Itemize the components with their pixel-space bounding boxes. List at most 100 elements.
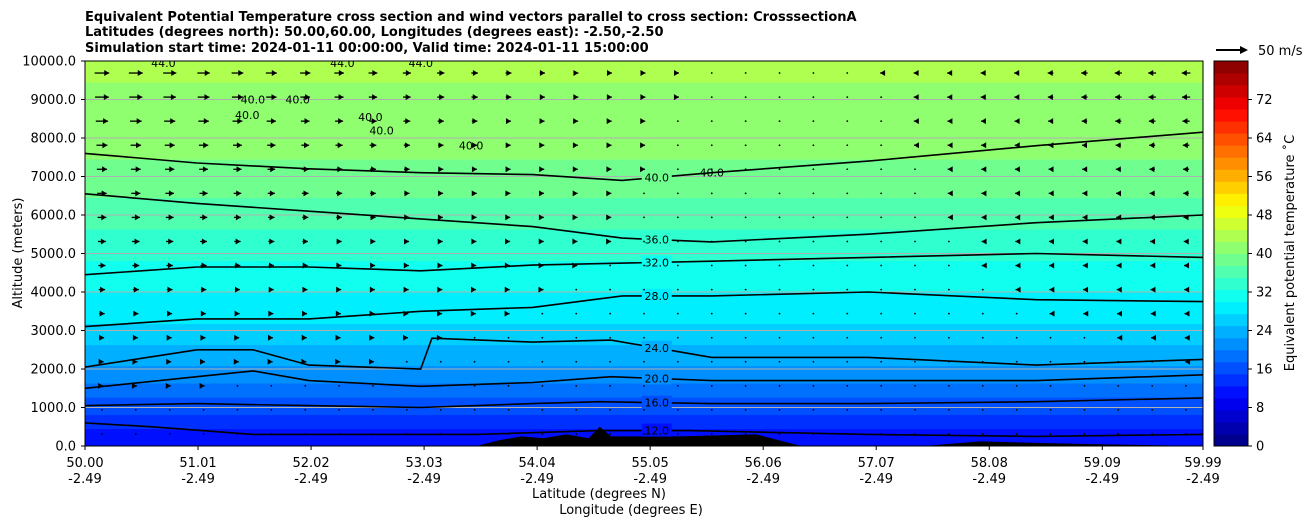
wind-vector xyxy=(778,288,781,291)
wind-vector-head xyxy=(270,166,276,173)
wind-vector-head xyxy=(980,94,986,101)
wind-vector-head xyxy=(1183,238,1189,245)
field-band xyxy=(85,411,1203,416)
wind-vector-head xyxy=(236,142,242,149)
wind-vector xyxy=(880,192,883,195)
contour-label-40: 40.0 xyxy=(699,167,724,180)
wind-vector-head xyxy=(1117,334,1123,341)
wind-vector xyxy=(541,409,544,411)
contour-label: 12.0 xyxy=(645,425,670,438)
wind-vector-head xyxy=(1015,262,1021,269)
title-line-1: Equivalent Potential Temperature cross s… xyxy=(85,10,857,25)
wind-vector-head xyxy=(1115,190,1121,197)
wind-vector xyxy=(101,433,103,435)
wind-vector xyxy=(676,433,679,435)
wind-vector-head xyxy=(1049,262,1055,269)
wind-vector-head xyxy=(1181,70,1187,77)
wind-vector xyxy=(575,384,578,387)
wind-vector-head xyxy=(403,310,409,317)
wind-vector-head xyxy=(1014,118,1020,125)
wind-vector xyxy=(643,192,645,195)
wind-vector-head xyxy=(305,70,311,77)
wind-vector xyxy=(575,409,578,411)
wind-vector xyxy=(880,240,883,243)
wind-vector-head xyxy=(470,310,476,317)
field-band xyxy=(85,355,1203,360)
wind-vector-head xyxy=(913,94,919,101)
wind-vector xyxy=(1185,384,1187,387)
wind-vector xyxy=(880,409,883,411)
field-band xyxy=(85,285,1203,290)
wind-vector xyxy=(846,72,849,74)
wind-vector-head xyxy=(437,310,443,317)
wind-vector xyxy=(676,120,679,123)
chart-title: Equivalent Potential Temperature cross s… xyxy=(85,10,857,56)
wind-vector-head xyxy=(101,190,107,197)
wind-vector-head xyxy=(370,262,376,269)
wind-vector-head xyxy=(131,382,137,389)
wind-vector-head xyxy=(405,94,411,101)
wind-vector xyxy=(372,409,374,411)
wind-vector xyxy=(1049,360,1052,363)
wind-vector-head xyxy=(371,142,377,149)
wind-vector-head xyxy=(947,214,953,221)
y-tick-label: 2000.0 xyxy=(31,363,77,378)
wind-vector xyxy=(676,409,679,411)
wind-vector xyxy=(778,72,781,74)
wind-vector xyxy=(676,360,679,363)
wind-vectors xyxy=(94,70,1191,435)
field-band xyxy=(85,334,1203,339)
wind-vector-head xyxy=(573,70,579,77)
x-tick-label: 51.01 xyxy=(179,456,216,471)
field-band xyxy=(85,162,1203,167)
wind-vector-head xyxy=(572,262,578,269)
wind-vector xyxy=(880,144,883,147)
wind-vector-head xyxy=(1183,214,1189,221)
field-band xyxy=(85,194,1203,199)
wind-vector-head xyxy=(168,238,174,245)
wind-vector-head xyxy=(438,118,444,125)
x-axis: 50.00-2.4951.01-2.4952.02-2.4953.03-2.49… xyxy=(66,446,1222,487)
wind-vector-head xyxy=(237,118,243,125)
field-band xyxy=(85,327,1203,332)
x-tick-label: 55.05 xyxy=(632,456,669,471)
contour-label-40: 40.0 xyxy=(241,94,266,107)
x-tick-label-secondary: -2.49 xyxy=(520,472,554,487)
field-band xyxy=(85,131,1203,136)
wind-vector-head xyxy=(1148,70,1154,77)
wind-vector xyxy=(981,433,984,435)
wind-vector xyxy=(676,336,679,339)
x-tick-label-secondary: -2.49 xyxy=(68,472,102,487)
colorbar-step xyxy=(1214,97,1248,110)
wind-vector xyxy=(643,240,645,243)
wind-vector xyxy=(1151,360,1154,363)
wind-vector-head xyxy=(304,118,310,125)
y-tick-label: 4000.0 xyxy=(31,286,77,301)
wind-vector xyxy=(473,433,476,435)
quiver-key-label: 50 m/s xyxy=(1258,44,1303,59)
wind-vector xyxy=(846,120,849,123)
wind-vector xyxy=(981,360,984,363)
wind-vector xyxy=(541,360,544,363)
colorbar-step xyxy=(1214,409,1248,423)
contour-40 xyxy=(85,131,1203,182)
colorbar-tick-label: 8 xyxy=(1256,401,1264,416)
wind-vector-head xyxy=(981,238,987,245)
wind-vector-head xyxy=(947,190,953,197)
wind-vector xyxy=(880,96,883,98)
wind-vector xyxy=(710,192,713,195)
wind-vector xyxy=(812,288,815,291)
wind-vector-head xyxy=(539,118,545,125)
wind-vector xyxy=(134,433,137,435)
wind-vector xyxy=(846,433,849,435)
wind-vector-head xyxy=(606,142,612,149)
wind-vector-head xyxy=(132,334,138,341)
y-axis: 0.0 1000.0 2000.0 3000.0 4000.0 5000.0 6000.0 7… xyxy=(22,55,85,455)
colorbar-step xyxy=(1214,265,1248,279)
wind-vector-head xyxy=(335,310,341,317)
wind-vector-head xyxy=(268,286,274,293)
wind-vector xyxy=(338,433,340,435)
contour-label-40: 40.0 xyxy=(235,109,260,122)
wind-vector-head xyxy=(1150,334,1156,341)
wind-vector-head xyxy=(947,70,953,77)
